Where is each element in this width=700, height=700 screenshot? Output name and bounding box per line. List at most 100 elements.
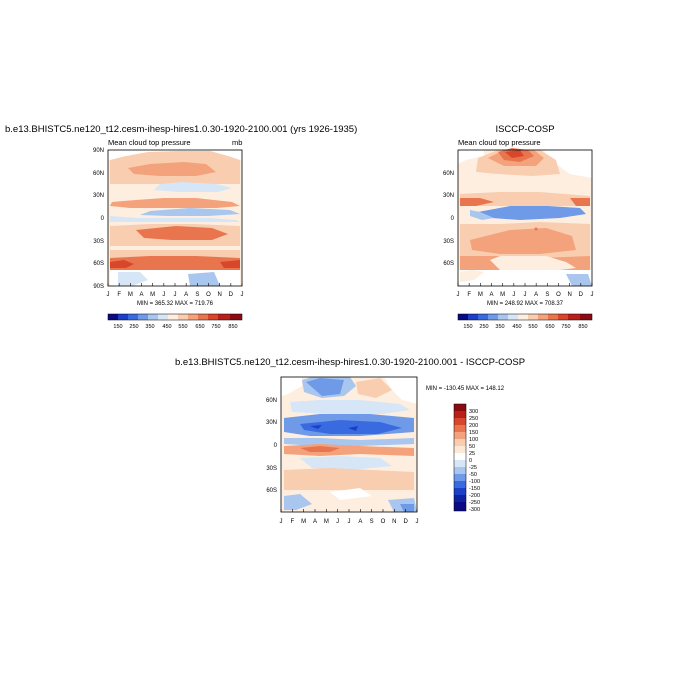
x-tick-label: O <box>381 519 386 525</box>
x-tick-label: J <box>336 519 339 525</box>
y-tick-label: 30N <box>93 193 104 199</box>
y-tick-label: 90S <box>93 284 104 290</box>
colorbar-label: 550 <box>178 324 187 330</box>
x-tick-label: J <box>416 519 419 525</box>
y-tick-label: 30N <box>443 193 454 199</box>
x-tick-label: D <box>229 292 234 298</box>
y-tick-label: 30S <box>443 239 454 245</box>
x-tick-label: J <box>524 292 527 298</box>
colorbar-label: 100 <box>469 437 478 443</box>
colorbar-label: 200 <box>469 423 478 429</box>
x-tick-label: M <box>150 292 155 298</box>
colorbar-label: 850 <box>228 324 237 330</box>
x-tick-label: S <box>195 292 199 298</box>
colorbar-label: 300 <box>469 409 478 415</box>
x-tick-label: A <box>184 292 188 298</box>
panel1-plot <box>107 149 243 287</box>
y-tick-label: 0 <box>451 216 455 222</box>
x-tick-label: D <box>579 292 584 298</box>
colorbar-label: 150 <box>469 430 478 436</box>
y-tick-label: 60N <box>266 398 277 404</box>
x-tick-label: A <box>489 292 493 298</box>
y-tick-label: 30S <box>266 466 277 472</box>
colorbar-label: 750 <box>211 324 220 330</box>
colorbar-label: 25 <box>469 451 475 457</box>
x-tick-label: O <box>556 292 561 298</box>
x-tick-label: J <box>280 519 283 525</box>
y-tick-label: 60S <box>266 488 277 494</box>
x-tick-label: M <box>128 292 133 298</box>
x-tick-label: S <box>545 292 549 298</box>
x-tick-label: N <box>567 292 571 298</box>
x-tick-label: A <box>139 292 143 298</box>
x-tick-label: A <box>534 292 538 298</box>
colorbar-label: 250 <box>129 324 138 330</box>
colorbar-label: 350 <box>145 324 154 330</box>
x-tick-label: F <box>467 292 471 298</box>
colorbar-label: -50 <box>469 472 477 478</box>
x-tick-label: J <box>174 292 177 298</box>
colorbar-label: -150 <box>469 486 480 492</box>
y-tick-label: 60N <box>93 171 104 177</box>
panel2-subtitle: Mean cloud top pressure <box>458 138 541 147</box>
x-tick-label: J <box>107 292 110 298</box>
y-tick-label: 60S <box>443 261 454 267</box>
colorbar-label: 150 <box>463 324 472 330</box>
x-tick-label: M <box>478 292 483 298</box>
panel2-y-axis: 60N 30N 0 30S 60S <box>443 171 455 267</box>
panel3-title: b.e13.BHISTC5.ne120_t12.cesm-ihesp-hires… <box>175 357 525 368</box>
colorbar-label: 250 <box>479 324 488 330</box>
panel3-plot <box>280 376 418 513</box>
y-tick-label: 30N <box>266 420 277 426</box>
x-tick-label: J <box>591 292 594 298</box>
panel1-y-axis: 90N 60N 30N 0 30S 60S 90S <box>93 148 105 290</box>
x-tick-label: A <box>313 519 317 525</box>
panel3-colorbar: 300 250 200 150 100 50 25 0 -25 -50 -100… <box>453 403 480 513</box>
colorbar-label: 650 <box>545 324 554 330</box>
x-tick-label: J <box>241 292 244 298</box>
x-tick-label: J <box>512 292 515 298</box>
panel2-title: ISCCP-COSP <box>495 124 554 135</box>
colorbar-label: 650 <box>195 324 204 330</box>
x-tick-label: J <box>457 292 460 298</box>
panel2-colorbar: 150 250 350 450 550 650 750 850 <box>457 313 593 330</box>
colorbar-label: 750 <box>561 324 570 330</box>
panel1-stats: MIN = 365.32 MAX = 719.76 <box>137 301 214 307</box>
x-tick-label: N <box>392 519 396 525</box>
colorbar-label: -25 <box>469 465 477 471</box>
x-tick-label: M <box>324 519 329 525</box>
colorbar-label: 150 <box>113 324 122 330</box>
y-tick-label: 60S <box>93 261 104 267</box>
colorbar-label: -300 <box>469 507 480 513</box>
y-tick-label: 0 <box>274 443 278 449</box>
x-tick-label: F <box>117 292 121 298</box>
x-tick-label: N <box>217 292 221 298</box>
panel1-title: b.e13.BHISTC5.ne120_t12.cesm-ihesp-hires… <box>5 124 357 135</box>
x-tick-label: J <box>162 292 165 298</box>
x-tick-label: D <box>403 519 408 525</box>
x-tick-label: M <box>500 292 505 298</box>
colorbar-label: 850 <box>578 324 587 330</box>
y-tick-label: 60N <box>443 171 454 177</box>
panel3-y-axis: 60N 30N 0 30S 60S <box>266 398 278 494</box>
y-tick-label: 90N <box>93 148 104 154</box>
y-tick-label: 0 <box>101 216 105 222</box>
colorbar-label: 550 <box>528 324 537 330</box>
panel2-plot <box>457 148 593 287</box>
x-tick-label: F <box>290 519 294 525</box>
panel3-stats: MIN = -130.45 MAX = 148.12 <box>426 386 505 392</box>
x-tick-label: A <box>358 519 362 525</box>
colorbar-label: 50 <box>469 444 475 450</box>
colorbar-label: -200 <box>469 493 480 499</box>
panel2-stats: MIN = 248.92 MAX = 708.37 <box>487 301 564 307</box>
x-tick-label: J <box>348 519 351 525</box>
x-tick-label: O <box>206 292 211 298</box>
colorbar-label: 450 <box>512 324 521 330</box>
colorbar-label: -250 <box>469 500 480 506</box>
colorbar-label: 450 <box>162 324 171 330</box>
panel1-colorbar: 150 250 350 450 550 650 750 850 <box>107 313 243 330</box>
